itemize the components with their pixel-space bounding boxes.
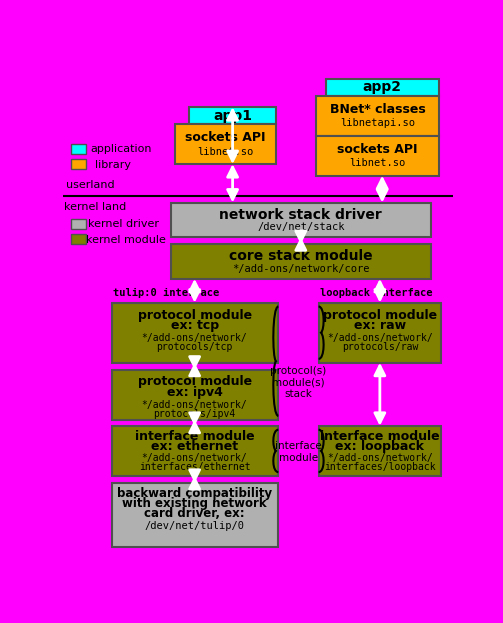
Text: loopback interface: loopback interface bbox=[320, 288, 433, 298]
Text: protocols/tcp: protocols/tcp bbox=[156, 343, 233, 353]
Bar bbox=[326, 78, 439, 95]
Text: protocol(s)
module(s)
stack: protocol(s) module(s) stack bbox=[270, 366, 326, 399]
Text: app2: app2 bbox=[363, 80, 402, 94]
Text: BNet* classes: BNet* classes bbox=[329, 103, 426, 116]
Bar bbox=[316, 95, 439, 136]
Bar bbox=[70, 219, 86, 229]
Bar bbox=[189, 107, 276, 124]
Text: */add-ons/network/core: */add-ons/network/core bbox=[232, 264, 370, 273]
Text: interfaces/ethernet: interfaces/ethernet bbox=[139, 462, 250, 472]
Bar bbox=[175, 124, 276, 164]
Text: ex: loopback: ex: loopback bbox=[336, 440, 425, 453]
Text: ex: ethernet: ex: ethernet bbox=[151, 440, 238, 453]
Bar bbox=[70, 234, 86, 244]
Text: kernel driver: kernel driver bbox=[88, 219, 159, 229]
Bar bbox=[316, 136, 439, 176]
Text: protocol module: protocol module bbox=[137, 376, 252, 389]
Text: application: application bbox=[90, 145, 152, 155]
Text: protocols/ipv4: protocols/ipv4 bbox=[153, 409, 236, 419]
Text: interface
module: interface module bbox=[275, 441, 322, 463]
Text: core stack module: core stack module bbox=[229, 249, 373, 264]
Text: interfaces/loopback: interfaces/loopback bbox=[324, 462, 436, 472]
Text: tulip:0 interface: tulip:0 interface bbox=[113, 288, 219, 298]
Text: libnetapi.so: libnetapi.so bbox=[340, 118, 415, 128]
Text: sockets API: sockets API bbox=[186, 131, 266, 145]
Text: library: library bbox=[95, 160, 131, 170]
Bar bbox=[112, 483, 278, 547]
Text: protocol module: protocol module bbox=[137, 308, 252, 321]
Text: with existing network: with existing network bbox=[122, 497, 267, 510]
Text: */add-ons/network/: */add-ons/network/ bbox=[327, 333, 433, 343]
Text: backward compatibility: backward compatibility bbox=[117, 487, 272, 500]
Text: userland: userland bbox=[66, 180, 114, 190]
Bar bbox=[70, 144, 86, 154]
Text: ex: tcp: ex: tcp bbox=[171, 319, 219, 332]
Bar bbox=[112, 369, 278, 420]
Text: ex: ipv4: ex: ipv4 bbox=[166, 386, 222, 399]
Text: libnet.so: libnet.so bbox=[198, 147, 254, 157]
Text: ex: raw: ex: raw bbox=[354, 319, 406, 332]
Text: protocols/raw: protocols/raw bbox=[342, 343, 418, 353]
Bar bbox=[172, 202, 431, 237]
Text: kernel module: kernel module bbox=[86, 234, 165, 245]
Text: libnet.so: libnet.so bbox=[350, 158, 405, 168]
Bar bbox=[112, 426, 278, 476]
Text: app1: app1 bbox=[213, 108, 252, 123]
Text: /dev/net/stack: /dev/net/stack bbox=[257, 222, 345, 232]
Text: kernel land: kernel land bbox=[64, 202, 127, 212]
Text: */add-ons/network/: */add-ons/network/ bbox=[142, 400, 247, 410]
Text: */add-ons/network/: */add-ons/network/ bbox=[142, 333, 247, 343]
Bar bbox=[70, 159, 86, 169]
Bar bbox=[112, 303, 278, 363]
Bar bbox=[318, 426, 441, 476]
Text: card driver, ex:: card driver, ex: bbox=[144, 507, 245, 520]
Bar bbox=[318, 303, 441, 363]
Text: interface module: interface module bbox=[135, 430, 255, 443]
Text: */add-ons/network/: */add-ons/network/ bbox=[142, 453, 247, 464]
Text: /dev/net/tulip/0: /dev/net/tulip/0 bbox=[145, 521, 244, 531]
Bar bbox=[172, 244, 431, 279]
Text: */add-ons/network/: */add-ons/network/ bbox=[327, 453, 433, 464]
Text: sockets API: sockets API bbox=[338, 143, 418, 156]
Text: protocol module: protocol module bbox=[323, 308, 437, 321]
Text: network stack driver: network stack driver bbox=[219, 208, 382, 222]
Text: interface module: interface module bbox=[320, 430, 440, 443]
